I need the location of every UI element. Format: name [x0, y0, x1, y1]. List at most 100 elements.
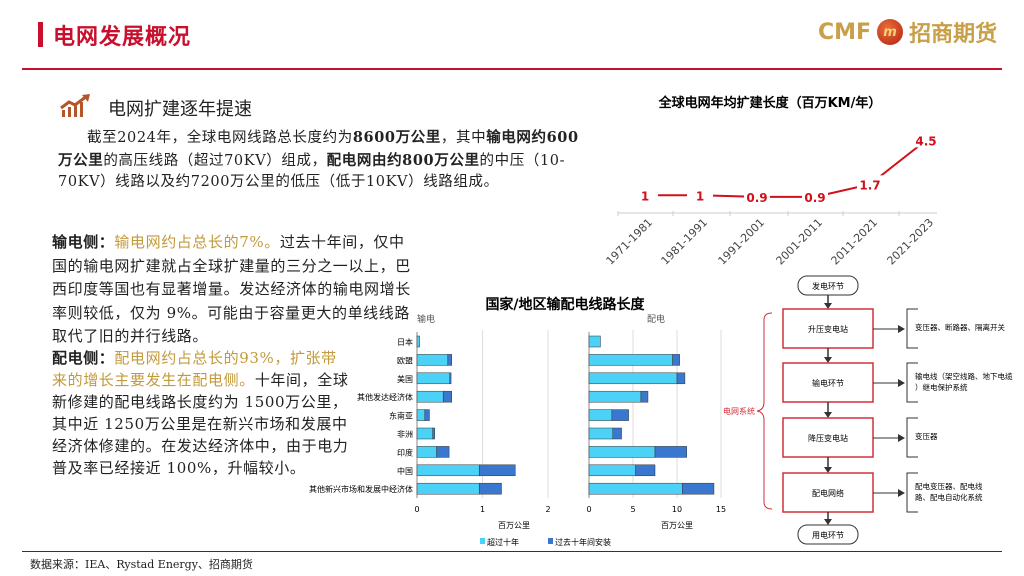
step-label: 配电网络	[812, 488, 844, 498]
category-label: 欧盟	[397, 355, 413, 365]
step-label: 输电环节	[812, 378, 844, 388]
bar-old	[416, 354, 449, 366]
x-tick-label: 15	[716, 505, 726, 514]
arrowhead	[898, 325, 905, 333]
data-label: 1	[696, 189, 704, 203]
x-tick-label: 2001-2011	[774, 216, 826, 268]
step-detail: 配电变压器、配电线路、配电自动化系统	[915, 481, 983, 502]
group-label: 电网系统	[723, 406, 755, 416]
detail-line: 变压器、断路器、隔离开关	[915, 322, 1005, 332]
step-detail: 变压器	[915, 431, 938, 441]
header-divider	[22, 68, 1002, 70]
intro-text: ，其中	[440, 130, 487, 146]
data-label: 4.5	[915, 134, 936, 148]
bar-recent	[612, 427, 622, 440]
logo-mark-icon: m	[877, 19, 904, 45]
data-label-bg	[687, 186, 713, 203]
intro-bold: 8600万公里	[352, 129, 441, 146]
arrowhead	[898, 434, 905, 442]
data-label: 1	[641, 189, 649, 203]
bracket	[906, 362, 918, 403]
growth-chart-icon	[60, 94, 90, 117]
x-tick-label: 1981-1991	[659, 216, 711, 268]
bar-recent	[478, 482, 502, 495]
group-brace	[756, 312, 773, 510]
bracket	[906, 417, 918, 458]
panel-title: 输电	[417, 313, 435, 325]
bar-old	[416, 446, 437, 458]
bar-chart: 国家/地区输配电线路长度 输电 0 1 2 百万公里 日本欧盟美国其他发达经济体东南亚非洲…	[309, 296, 726, 547]
distribution-text: 十年间，全球新修建的配电线路长度约为 1500万公里，其中近 1250万公里是在…	[52, 371, 349, 477]
bar-recent	[436, 446, 450, 458]
detail-line: 路、配电自动化系统	[915, 492, 983, 502]
step-label: 降压变电站	[808, 433, 848, 443]
category-label: 印度	[397, 447, 413, 457]
step-detail: 变压器、断路器、隔离开关	[915, 322, 1005, 332]
intro-bold: 输电网约600万公里	[58, 129, 579, 169]
bar-old	[588, 482, 683, 495]
legend-label: 超过十年	[487, 537, 519, 547]
bar-old	[588, 372, 678, 385]
bar-old	[588, 409, 613, 421]
data-label: 0.9	[804, 191, 825, 205]
bar-recent	[682, 482, 715, 495]
x-tick-label: 0	[414, 505, 419, 514]
category-label: 日本	[397, 337, 413, 347]
data-label-bg	[857, 175, 883, 192]
x-tick-label: 2021-2023	[885, 216, 937, 268]
arrowhead	[898, 489, 905, 497]
x-tick-label: 5	[630, 505, 635, 514]
data-label-bg	[632, 186, 658, 203]
bar-old	[416, 372, 450, 385]
x-tick-label: 1	[480, 505, 485, 514]
step-detail: 输电线（架空线路、地下电缆）继电保护系统	[915, 371, 1013, 392]
bar-recent	[478, 464, 516, 477]
x-tick-label: 2011-2021	[829, 216, 881, 268]
logo-cn: 招商期货	[909, 22, 998, 47]
bar-old	[588, 390, 642, 403]
x-tick-label: 0	[586, 505, 591, 514]
legend-swatch	[480, 538, 485, 544]
legend-swatch	[548, 538, 553, 544]
arrowhead	[824, 303, 832, 309]
data-label-bg	[744, 187, 770, 204]
bar-recent	[611, 409, 629, 421]
bar-recent	[447, 354, 452, 366]
bar-old	[588, 427, 614, 440]
intro-text: 的中压（10-70KV）线路以及约7200万公里的低压（低于10KV）线路组成。	[58, 152, 566, 191]
detail-line: 输电线（架空线路、地下电缆	[915, 371, 1013, 381]
bar-old	[416, 427, 433, 440]
footer-divider	[22, 551, 1002, 552]
category-label: 其他新兴市场和发展中经济体	[309, 484, 413, 494]
x-tick-label: 1971-1981	[604, 216, 656, 268]
arrowhead	[824, 467, 832, 473]
bar-recent	[635, 464, 656, 477]
bar-recent	[654, 446, 687, 458]
step-node	[782, 472, 874, 513]
bar-old	[588, 464, 636, 477]
intro-paragraph: 截至2024年，全球电网线路总长度约为8600万公里，其中输电网约600万公里的…	[58, 127, 588, 194]
intro-text: 截至2024年，全球电网线路总长度约为	[87, 130, 353, 146]
bar-recent	[449, 372, 452, 385]
bar-recent	[442, 390, 452, 403]
detail-line: 配电变压器、配电线	[915, 481, 983, 491]
bar-old	[588, 446, 656, 458]
end-label: 用电环节	[812, 530, 844, 540]
detail-line: ）继电保护系统	[915, 382, 968, 392]
step-node	[782, 417, 874, 458]
data-label-bg	[913, 131, 939, 148]
intro-bold: 配电网由约800万公里	[326, 151, 480, 169]
transmission-text: 过去十年间，仅中国的输电网扩建就占全球扩建量的三分之一以上，巴西印度等国也有显著…	[52, 233, 411, 345]
bar-old	[588, 354, 673, 366]
transmission-paragraph: 输电侧：输电网约占总长的7%。过去十年间，仅中国的输电网扩建就占全球扩建量的三分…	[52, 231, 412, 349]
bar-old	[416, 464, 480, 477]
panel-title: 配电	[647, 313, 665, 325]
bar-recent	[432, 427, 435, 440]
bracket	[906, 308, 918, 349]
distribution-label: 配电侧：	[52, 349, 115, 367]
arrowhead	[898, 379, 905, 387]
bar-recent	[676, 372, 686, 385]
data-label: 0.9	[746, 191, 767, 205]
x-tick-label: 1991-2001	[716, 216, 768, 268]
